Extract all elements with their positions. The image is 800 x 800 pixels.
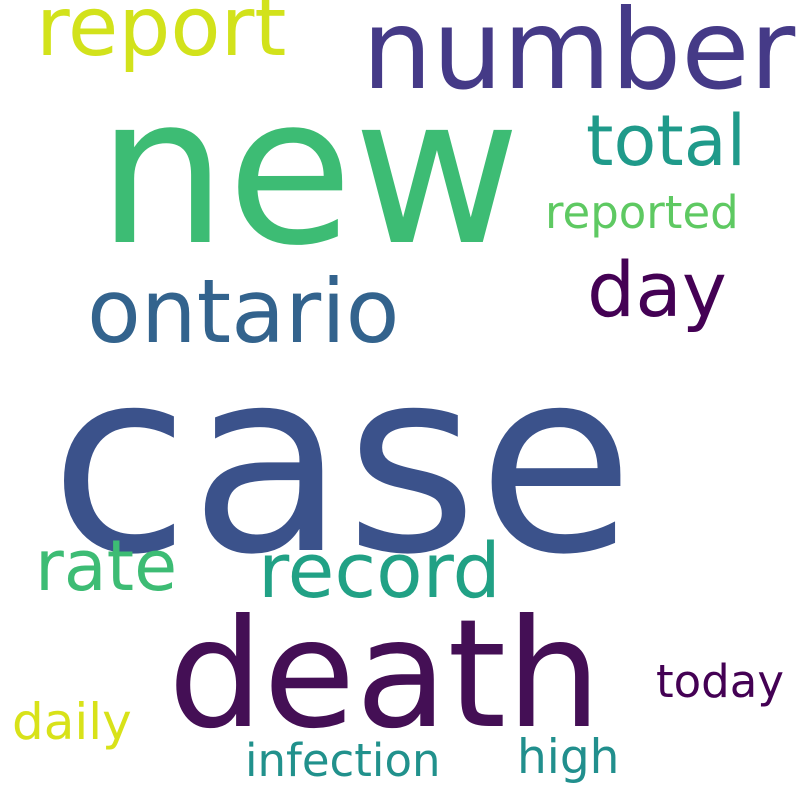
word-rate: rate — [35, 525, 178, 607]
word-record: record — [258, 526, 501, 615]
word-ontario: ontario — [87, 260, 400, 363]
word-number: number — [362, 0, 796, 115]
word-daily: daily — [12, 693, 132, 751]
word-today: today — [656, 655, 784, 708]
word-death: death — [168, 588, 602, 762]
word-reported: reported — [545, 186, 739, 239]
word-new: new — [97, 53, 521, 291]
word-total: total — [586, 100, 747, 182]
word-report: report — [36, 0, 287, 75]
word-infection: infection — [245, 734, 441, 787]
word-case: case — [50, 314, 634, 610]
word-high: high — [517, 730, 620, 785]
word-day: day — [587, 245, 727, 334]
